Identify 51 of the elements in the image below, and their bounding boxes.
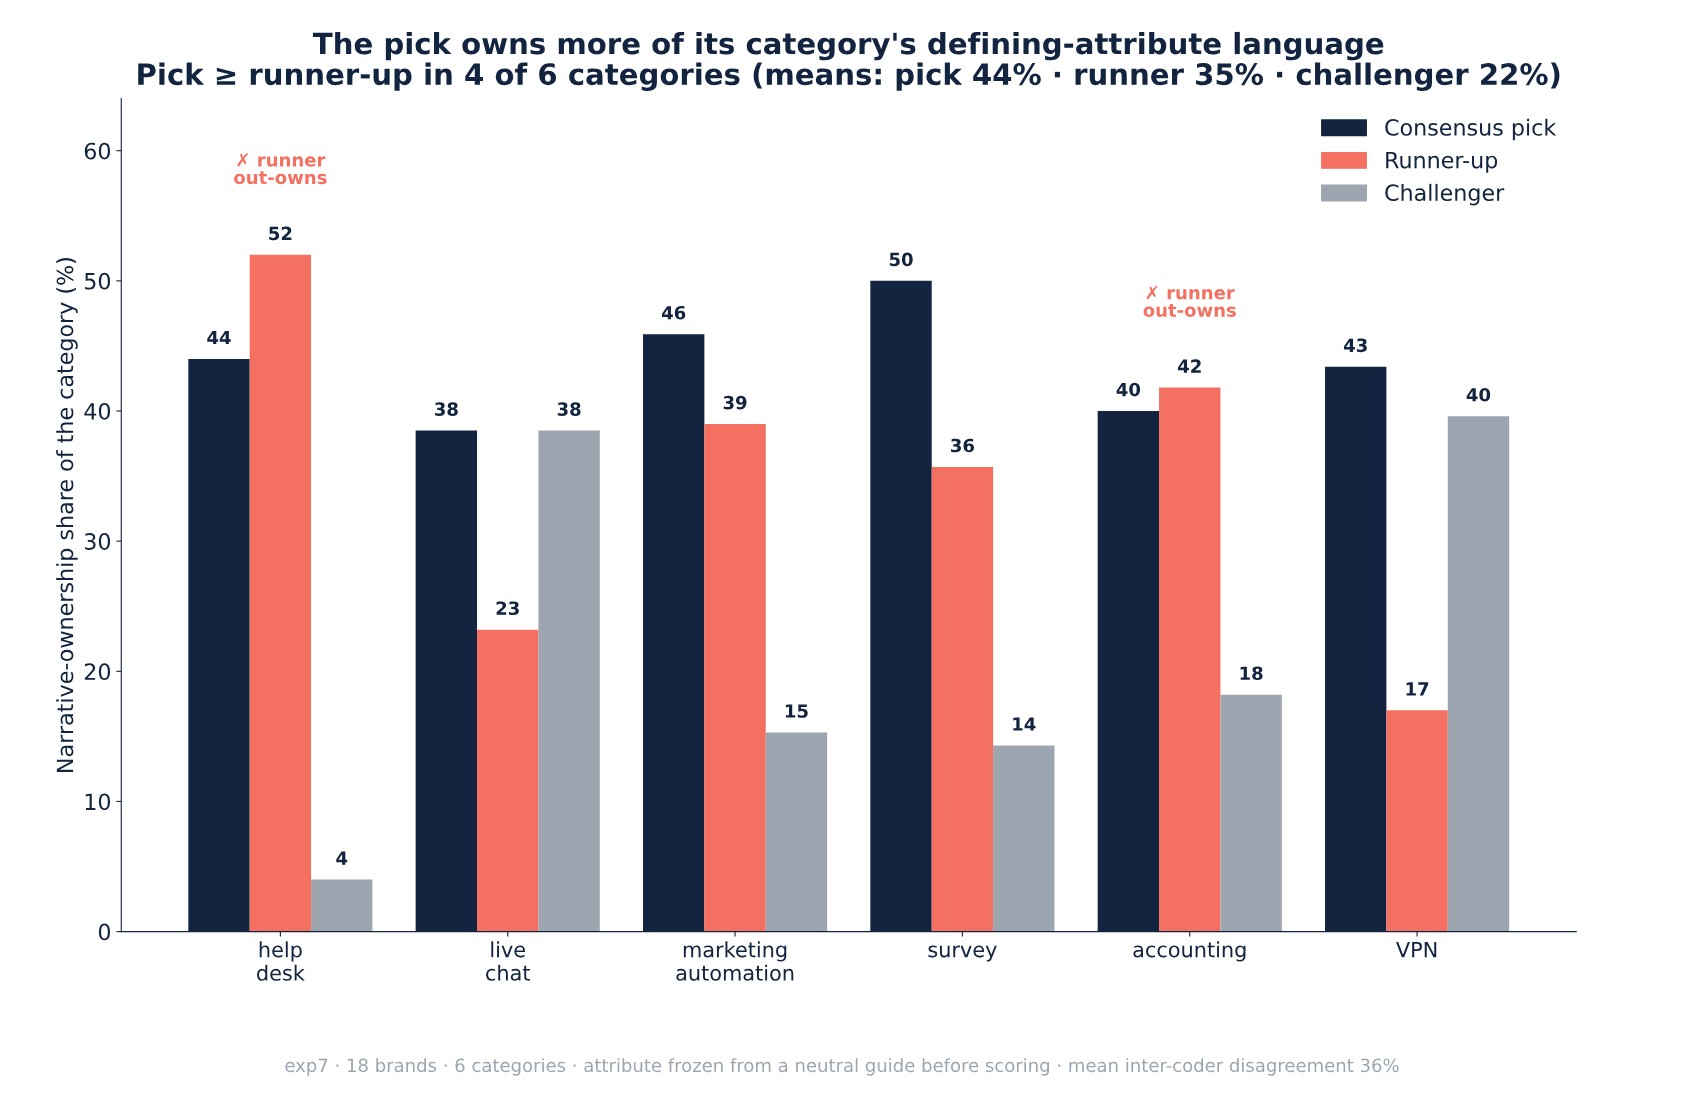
data-label: 15 bbox=[785, 704, 808, 718]
bar bbox=[1220, 694, 1282, 932]
x-tick-label: accounting bbox=[1133, 941, 1246, 962]
bar bbox=[477, 629, 539, 932]
data-label: 39 bbox=[723, 395, 747, 410]
x-tick-label: survey bbox=[928, 945, 997, 962]
y-axis-title: Narrative-ownership share of the category (%) bbox=[56, 258, 78, 772]
annotation: ✗ runner out-owns bbox=[234, 153, 327, 185]
data-label: 4 bbox=[336, 851, 348, 865]
bar bbox=[538, 430, 600, 932]
bar bbox=[1447, 416, 1510, 932]
legend-label: Runner-up bbox=[1386, 151, 1498, 173]
data-label: 38 bbox=[434, 402, 458, 416]
data-label: 42 bbox=[1178, 359, 1201, 373]
y-tick-label: 0 bbox=[98, 923, 111, 941]
bar bbox=[311, 879, 373, 932]
bar bbox=[1159, 387, 1221, 932]
data-label: 40 bbox=[1466, 387, 1491, 402]
bar bbox=[704, 424, 766, 932]
y-tick-label: 20 bbox=[84, 663, 111, 681]
data-label: 40 bbox=[1116, 382, 1141, 397]
data-label: 17 bbox=[1406, 682, 1429, 696]
data-label: 36 bbox=[951, 438, 974, 453]
y-tick-label: 30 bbox=[84, 533, 111, 550]
y-tick-label: 10 bbox=[85, 793, 111, 811]
bar bbox=[765, 732, 828, 932]
bar bbox=[931, 466, 994, 932]
x-tick-label: VPN bbox=[1396, 941, 1437, 958]
y-tick-label: 60 bbox=[84, 142, 111, 160]
x-tick-label: live chat bbox=[486, 941, 531, 981]
data-label: 52 bbox=[269, 226, 292, 241]
data-label: 50 bbox=[889, 252, 913, 267]
legend-label: Challenger bbox=[1385, 183, 1505, 206]
text: exp7 · 18 brands · 6 categories · attribute frozen from a neutral guide before scoring · mean inter-coder disagreement 36% bbox=[285, 1058, 1399, 1076]
bar bbox=[249, 254, 312, 932]
data-label: 18 bbox=[1240, 666, 1263, 681]
y-tick-label: 40 bbox=[84, 402, 111, 420]
data-label: 14 bbox=[1013, 717, 1036, 731]
annotation: ✗ runner out-owns bbox=[1143, 285, 1236, 317]
bar bbox=[1386, 710, 1448, 932]
data-label: 23 bbox=[496, 601, 519, 616]
data-label: 43 bbox=[1343, 338, 1367, 353]
y-tick-label: 50 bbox=[84, 272, 111, 290]
data-label: 44 bbox=[207, 330, 231, 345]
data-label: 46 bbox=[661, 305, 686, 320]
bar bbox=[993, 745, 1055, 932]
x-tick-label: help desk bbox=[257, 941, 305, 981]
x-tick-label: marketing automation bbox=[676, 941, 794, 981]
data-label: 38 bbox=[557, 402, 581, 416]
chart-title: The pick owns more of its category's defining-attribute language Pick ≥ runner-up in 4 of 6 categories (means: pick 44% · runner 35% · challenger 22%) bbox=[138, 31, 1560, 92]
legend-label: Consensus pick bbox=[1385, 118, 1557, 141]
